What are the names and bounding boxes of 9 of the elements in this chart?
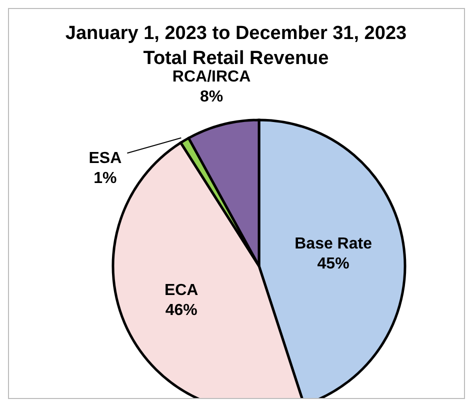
data-label: 45%	[317, 255, 350, 272]
slice-label: ESA	[88, 150, 122, 168]
chart-title: January 1, 2023 to December 31, 2023 Total Retail Revenue	[65, 23, 407, 69]
data-label: 8%	[200, 88, 224, 106]
data-label: 1%	[94, 170, 117, 188]
slice-label: ECA	[164, 282, 199, 300]
data-label: 46%	[165, 302, 198, 320]
slice-label: Base Rate	[294, 235, 372, 252]
slice-label: RCA/IRCA	[172, 68, 252, 86]
